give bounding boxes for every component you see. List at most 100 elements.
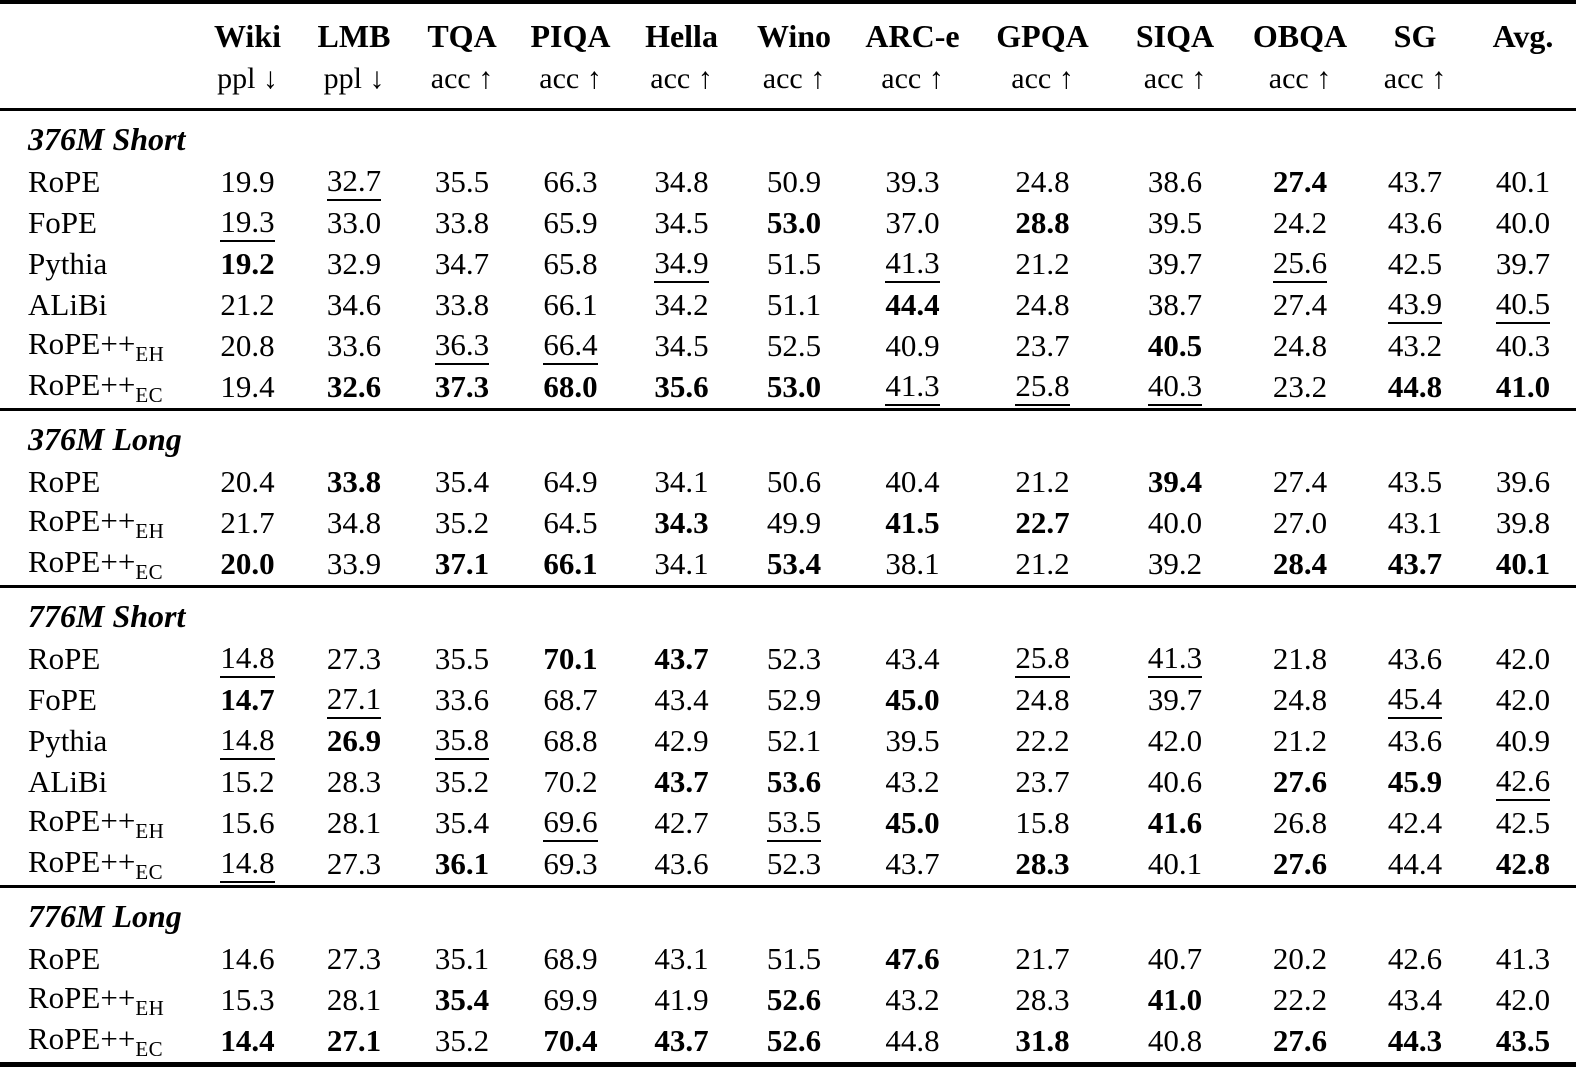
metric-value-best: 34.3 [654, 505, 709, 541]
metric-value-best: 53.6 [766, 764, 822, 800]
metric-value: 35.4 [408, 980, 516, 1021]
metric-value-second-best: 69.6 [543, 806, 598, 842]
column-metric: acc ↑ [650, 62, 713, 96]
metric-value: 23.7 [975, 762, 1110, 803]
metric-value-text: 23.7 [1015, 328, 1070, 364]
metric-value-text: 42.0 [1147, 723, 1203, 759]
metric-value-second-best: 25.6 [1272, 247, 1328, 283]
metric-value-text: 23.7 [1015, 764, 1070, 800]
metric-value: 43.1 [625, 939, 738, 980]
metric-value-text: 64.9 [543, 464, 598, 500]
metric-value-text: 34.8 [326, 505, 382, 541]
metric-value: 43.7 [1360, 544, 1470, 587]
metric-value: 35.4 [408, 803, 516, 844]
metric-value: 35.2 [408, 762, 516, 803]
metric-value: 52.5 [738, 326, 850, 367]
row-label: RoPE++EH [0, 503, 195, 544]
metric-value: 14.8 [195, 844, 300, 887]
metric-value: 66.3 [516, 162, 625, 203]
metric-value-second-best: 14.8 [220, 724, 275, 760]
metric-value-best: 70.4 [543, 1023, 598, 1059]
metric-value-best: 44.8 [1387, 369, 1443, 405]
metric-value: 42.9 [625, 721, 738, 762]
metric-value-text: 40.9 [1495, 723, 1551, 759]
metric-value: 14.4 [195, 1021, 300, 1065]
metric-value-text: 20.2 [1272, 941, 1328, 977]
column-header: TQA acc ↑ [408, 2, 516, 109]
metric-value-text: 68.7 [543, 682, 598, 718]
metric-value: 35.6 [625, 367, 738, 410]
row-label-text: ALiBi [28, 764, 108, 800]
metric-value-best: 41.6 [1147, 805, 1203, 841]
metric-value-best: 53.0 [766, 369, 822, 405]
metric-value-text: 24.8 [1015, 287, 1070, 323]
metric-value: 53.4 [738, 544, 850, 587]
metric-value-text: 33.9 [326, 546, 382, 582]
row-label-subscript: EC [135, 1036, 164, 1061]
metric-value-text: 34.5 [654, 205, 709, 241]
metric-value: 43.6 [1360, 639, 1470, 680]
metric-value: 45.4 [1360, 680, 1470, 721]
column-metric: acc ↑ [1268, 62, 1332, 96]
metric-value: 21.7 [195, 503, 300, 544]
row-label-subscript: EH [135, 995, 165, 1020]
metric-value-best: 45.0 [885, 682, 940, 718]
metric-value: 21.2 [195, 285, 300, 326]
column-name: Avg. [1492, 18, 1554, 54]
metric-value: 20.0 [195, 544, 300, 587]
metric-value-text: 27.4 [1272, 287, 1328, 323]
metric-value: 14.7 [195, 680, 300, 721]
metric-value-text: 42.0 [1495, 641, 1551, 677]
row-label: RoPE++EC [0, 367, 195, 410]
metric-value-text: 28.3 [326, 764, 382, 800]
table-row: Pythia 19.2 32.9 34.7 65.8 34.9 51.5 41.3 21.2 39… [0, 244, 1576, 285]
metric-value: 52.9 [738, 680, 850, 721]
metric-value-best: 53.0 [766, 205, 822, 241]
metric-value-text: 34.7 [434, 246, 490, 282]
metric-value-text: 33.8 [434, 287, 490, 323]
row-label: RoPE++EH [0, 326, 195, 367]
column-header: Wino acc ↑ [738, 2, 850, 109]
metric-value: 40.5 [1470, 285, 1576, 326]
metric-value-second-best: 41.3 [1147, 642, 1203, 678]
metric-value: 25.8 [975, 639, 1110, 680]
metric-value: 50.9 [738, 162, 850, 203]
metric-value-best: 32.6 [326, 369, 382, 405]
column-header: ARC-e acc ↑ [850, 2, 975, 109]
section-header-row: 376M Long [0, 409, 1576, 462]
metric-value: 40.4 [850, 462, 975, 503]
metric-value: 45.0 [850, 803, 975, 844]
metric-value: 15.8 [975, 803, 1110, 844]
metric-value-best: 35.4 [434, 982, 490, 1018]
metric-value-text: 37.0 [885, 205, 940, 241]
metric-value: 24.2 [1240, 203, 1360, 244]
column-header: SG acc ↑ [1360, 2, 1470, 109]
metric-value: 27.4 [1240, 462, 1360, 503]
metric-value: 24.8 [1240, 680, 1360, 721]
metric-value-second-best: 19.3 [220, 206, 275, 242]
metric-value: 41.5 [850, 503, 975, 544]
metric-value: 21.2 [975, 244, 1110, 285]
metric-value-text: 22.2 [1272, 982, 1328, 1018]
metric-value-best: 45.9 [1387, 764, 1443, 800]
column-header: SIQA acc ↑ [1110, 2, 1240, 109]
metric-value-text: 66.3 [543, 164, 598, 200]
metric-value: 40.1 [1470, 544, 1576, 587]
metric-value: 19.2 [195, 244, 300, 285]
metric-value: 52.3 [738, 844, 850, 887]
metric-value-best: 42.8 [1495, 846, 1551, 882]
table-row: RoPE++EH 15.6 28.1 35.4 69.6 42.7 53.5 45.0 15.8… [0, 803, 1576, 844]
metric-value-best: 44.3 [1387, 1023, 1443, 1059]
row-label: RoPE [0, 639, 195, 680]
metric-value-best: 28.4 [1272, 546, 1328, 582]
metric-value: 69.6 [516, 803, 625, 844]
row-label-text: RoPE++ [28, 802, 136, 838]
metric-value: 40.5 [1110, 326, 1240, 367]
metric-value: 34.5 [625, 326, 738, 367]
metric-value: 39.5 [1110, 203, 1240, 244]
metric-value-text: 43.7 [885, 846, 940, 882]
metric-value: 68.0 [516, 367, 625, 410]
metric-value-text: 34.8 [654, 164, 709, 200]
metric-value-text: 38.1 [885, 546, 940, 582]
metric-value: 44.8 [850, 1021, 975, 1065]
